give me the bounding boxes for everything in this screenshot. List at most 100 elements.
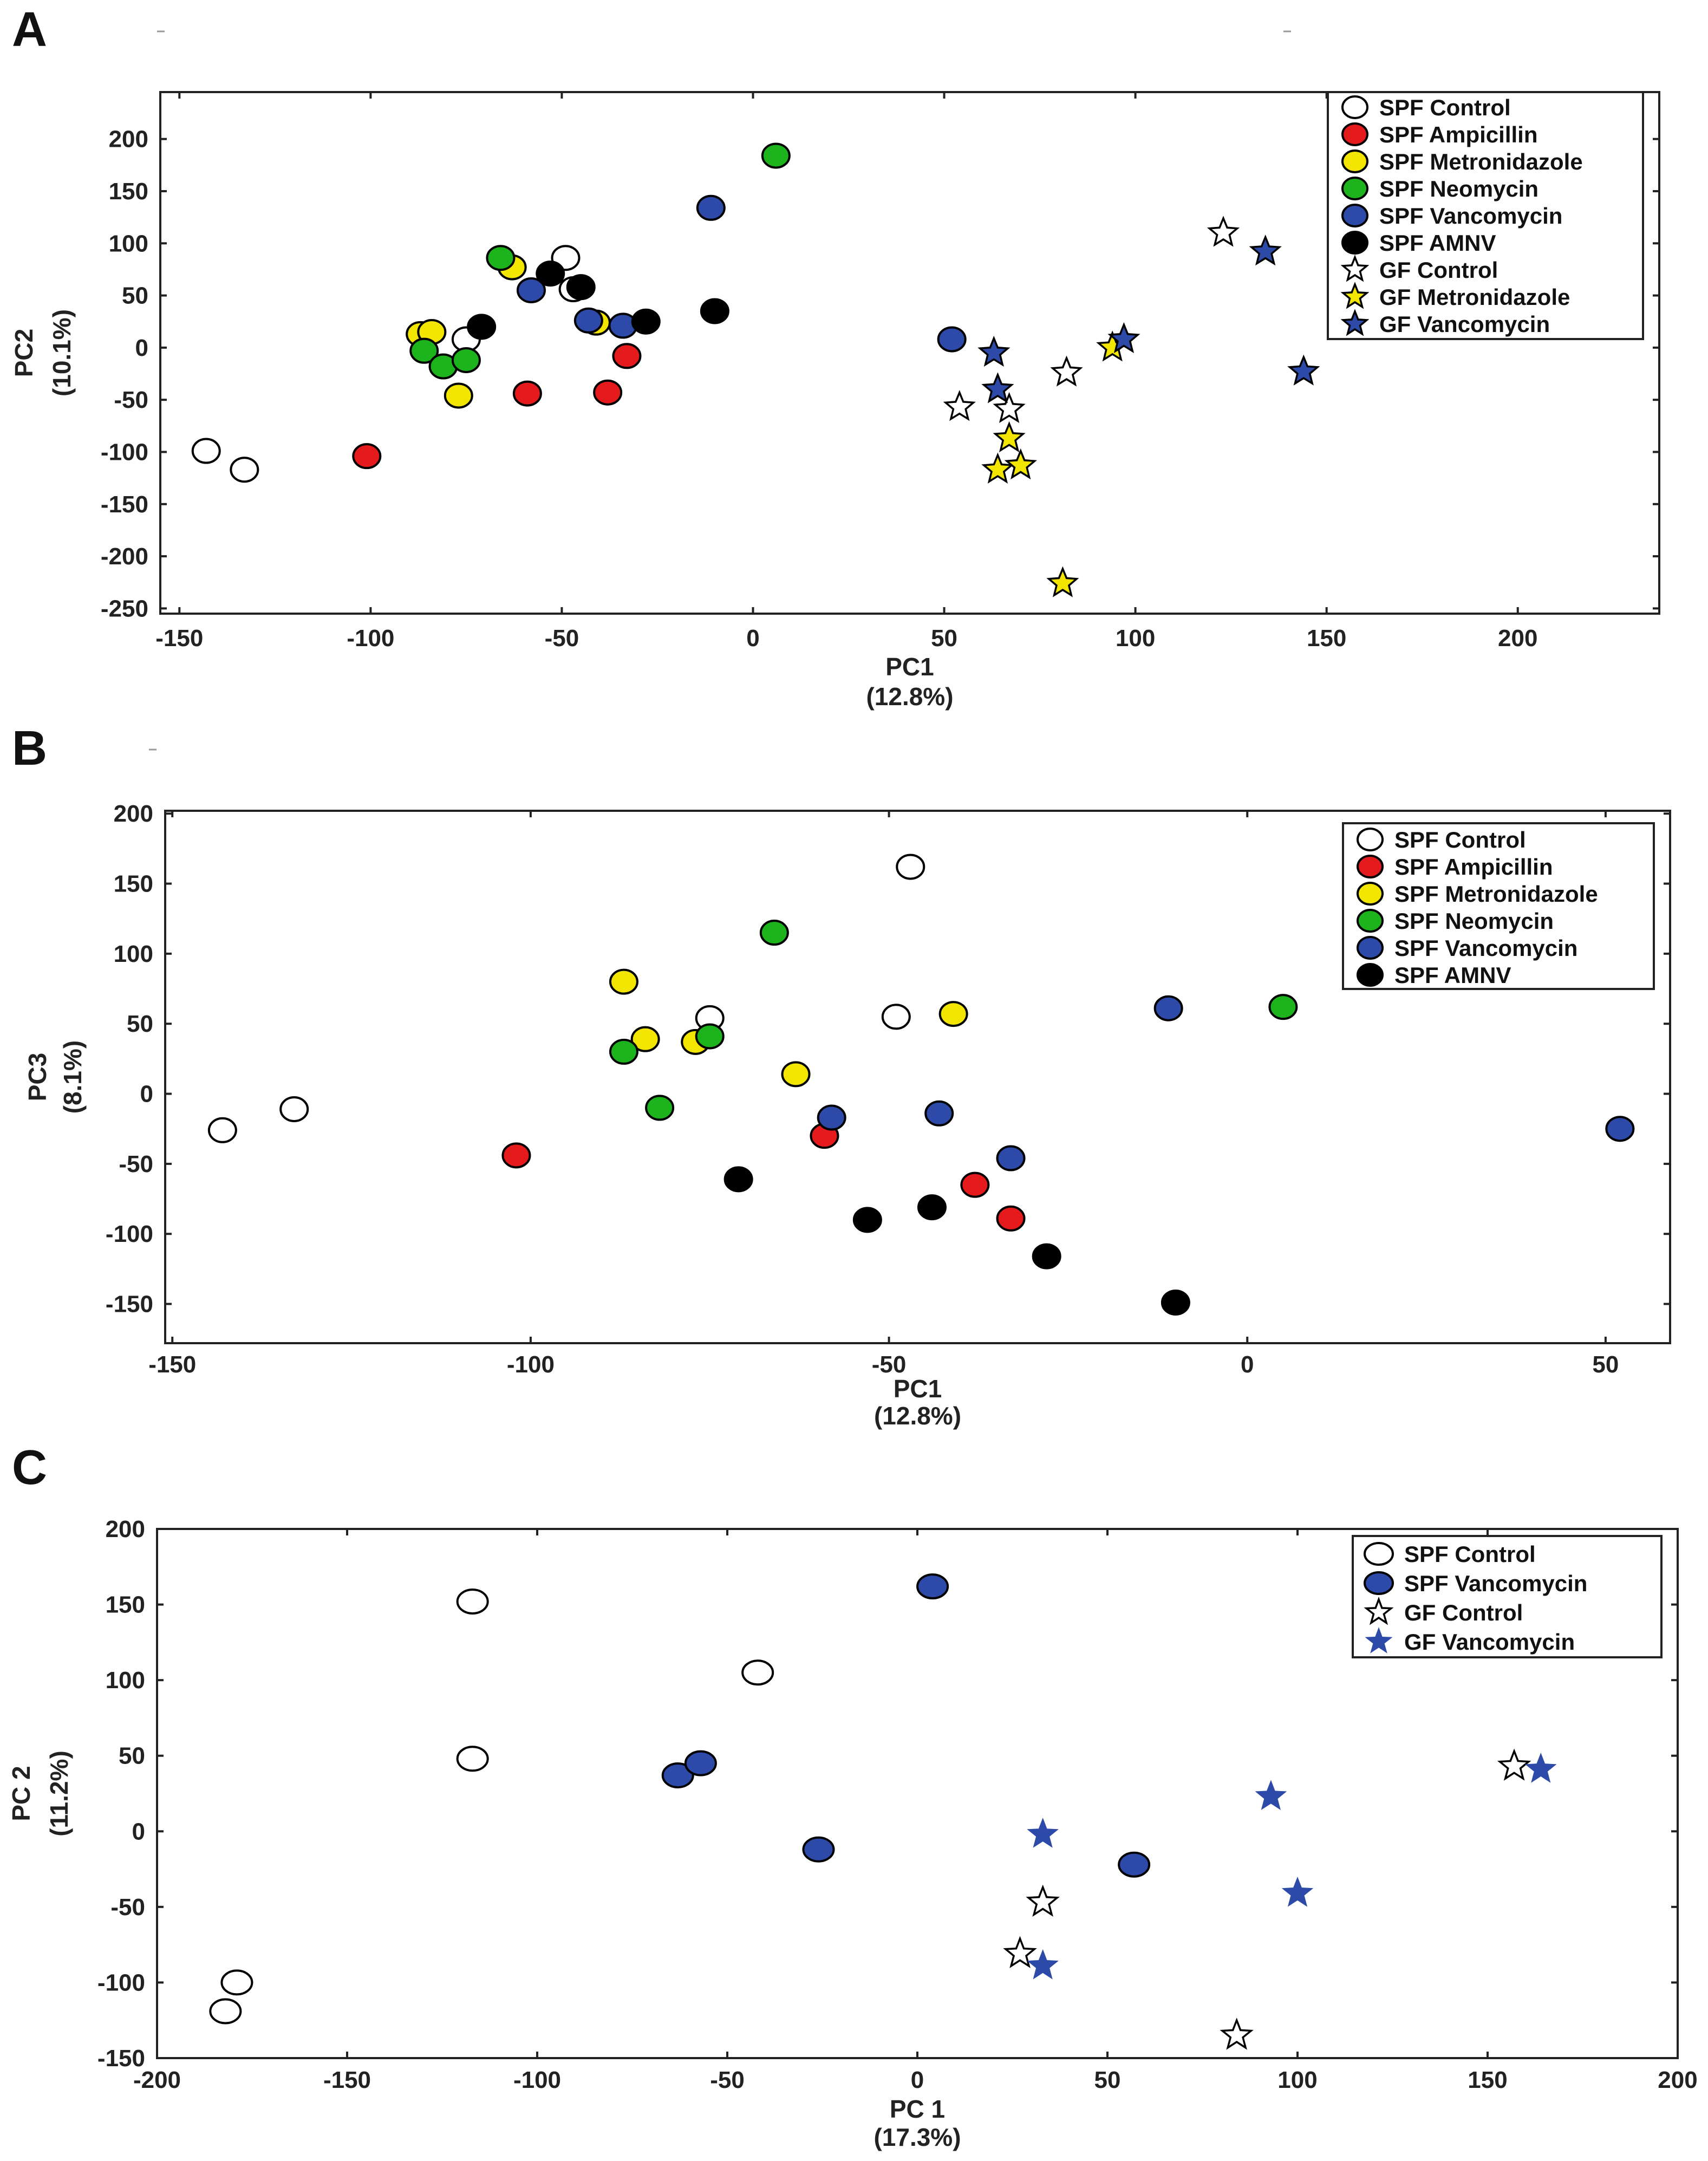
- data-point-spf-control: [456, 1746, 489, 1772]
- data-point-gf-control: [1497, 1748, 1531, 1781]
- series-spf-vancomycin: [516, 194, 967, 353]
- legend-marker-gf-control: [1340, 255, 1370, 282]
- y-axis-label: PC 2: [7, 1766, 35, 1821]
- data-point-spf-neomycin: [1268, 994, 1298, 1020]
- legend-label-spf-metronidazole: SPF Metronidazole: [1379, 149, 1583, 174]
- data-point-gf-control: [1207, 216, 1240, 247]
- data-point-spf-control: [279, 1096, 309, 1122]
- data-point-gf-control: [1050, 355, 1083, 387]
- legend-label-spf-amnv: SPF AMNV: [1394, 962, 1511, 988]
- data-point-spf-ampicillin: [593, 379, 623, 406]
- legend-label-spf-vancomycin: SPF Vancomycin: [1394, 935, 1577, 961]
- data-point-spf-vancomycin: [1605, 1116, 1635, 1142]
- data-point-spf-control: [209, 1998, 242, 2025]
- data-point-spf-control: [230, 457, 259, 483]
- data-point-spf-control: [881, 1004, 911, 1030]
- data-point-gf-vancomycin: [1281, 1876, 1314, 1907]
- data-point-gf-vancomycin: [977, 335, 1011, 367]
- data-point-spf-vancomycin: [1118, 1851, 1151, 1878]
- data-point-spf-metronidazole: [781, 1061, 811, 1088]
- data-point-gf-vancomycin: [1255, 1780, 1287, 1810]
- series-spf-neomycin: [609, 920, 1298, 1121]
- data-point-spf-vancomycin: [684, 1750, 717, 1776]
- panel-letter: A: [12, 3, 47, 57]
- y-tick-label: 200: [109, 126, 148, 153]
- data-point-gf-control: [943, 390, 976, 421]
- data-point-spf-control: [220, 1969, 253, 1996]
- series-spf-vancomycin: [661, 1573, 1151, 1878]
- series-spf-neomycin: [409, 142, 791, 380]
- legend-label-spf-vancomycin: SPF Vancomycin: [1404, 1571, 1587, 1596]
- y-tick-label: 100: [106, 1667, 145, 1694]
- data-point-spf-vancomycin: [817, 1104, 846, 1131]
- data-point-spf-vancomycin: [1153, 995, 1183, 1021]
- y-tick-label: 150: [109, 178, 148, 205]
- legend-box: [1352, 1535, 1663, 1658]
- data-point-spf-amnv: [700, 298, 729, 324]
- data-point-spf-ampicillin: [996, 1205, 1026, 1232]
- legend-marker-gf-control: [1364, 1596, 1394, 1625]
- x-tick-label: -150: [323, 2067, 371, 2093]
- legend-label-spf-control: SPF Control: [1379, 95, 1511, 120]
- legend-marker-spf-metronidazole: [1341, 149, 1368, 173]
- y-tick-label: -150: [101, 491, 148, 518]
- x-tick-label: 0: [746, 625, 759, 652]
- y-tick-label: -50: [114, 387, 148, 413]
- series-spf-control: [207, 854, 925, 1143]
- data-point-spf-neomycin: [759, 920, 789, 946]
- data-point-spf-vancomycin: [696, 194, 726, 221]
- y-axis-variance: (8.1%): [58, 1040, 87, 1114]
- y-tick-label: -150: [106, 1291, 153, 1318]
- series-spf-metronidazole: [609, 968, 968, 1088]
- series-spf-ampicillin: [501, 1123, 1026, 1232]
- data-point-spf-neomycin: [645, 1095, 675, 1121]
- legend-marker-spf-ampicillin: [1341, 122, 1368, 146]
- data-point-spf-neomycin: [695, 1023, 725, 1050]
- data-point-spf-neomycin: [409, 337, 439, 364]
- legend-marker-gf-metronidazole: [1340, 282, 1370, 309]
- legend-label-gf-control: GF Control: [1404, 1600, 1523, 1625]
- x-tick-label: -200: [133, 2067, 181, 2093]
- x-tick-label: -50: [545, 625, 579, 652]
- panel-c: C-200 -150 -100 -50 0 50 100 150 200200150100500…: [7, 1441, 1698, 2151]
- data-point-gf-vancomycin: [981, 372, 1014, 403]
- y-tick-label: 150: [106, 1592, 145, 1618]
- legend-label-spf-control: SPF Control: [1404, 1541, 1536, 1567]
- data-point-spf-control: [207, 1117, 237, 1143]
- legend-marker-gf-vancomycin: [1365, 1627, 1393, 1654]
- data-point-spf-control: [191, 438, 221, 464]
- data-point-gf-control: [1003, 1936, 1037, 1968]
- y-tick-label: 50: [119, 1743, 145, 1769]
- data-point-spf-amnv: [1032, 1243, 1061, 1270]
- data-point-spf-amnv: [1161, 1289, 1190, 1316]
- legend-marker-spf-neomycin: [1357, 909, 1384, 933]
- data-point-gf-control: [993, 392, 1026, 424]
- legend-label-spf-neomycin: SPF Neomycin: [1394, 908, 1554, 934]
- y-axis-variance: (11.2%): [45, 1750, 73, 1837]
- data-point-gf-control: [1220, 2017, 1254, 2050]
- data-point-gf-vancomycin: [1525, 1753, 1557, 1783]
- panel-b: B -150 -100 -50 0 50 200 150 100 50 0 -50 -100 -150 PC…: [12, 721, 1671, 1430]
- legend-marker-spf-ampicillin: [1357, 855, 1384, 878]
- data-point-spf-amnv: [631, 308, 661, 335]
- plot-frame: [164, 810, 1671, 1344]
- data-point-spf-metronidazole: [444, 382, 473, 409]
- legend-marker-spf-vancomycin: [1364, 1571, 1394, 1595]
- series-spf-amnv: [723, 1166, 1190, 1316]
- data-point-spf-vancomycin: [996, 1145, 1026, 1171]
- x-axis-variance: (12.8%): [874, 1402, 961, 1430]
- legend-label-spf-metronidazole: SPF Metronidazole: [1394, 881, 1598, 907]
- data-point-spf-vancomycin: [937, 326, 967, 353]
- x-tick-label: 50: [1094, 2067, 1121, 2093]
- data-point-spf-amnv: [566, 274, 596, 301]
- y-tick-label: 50: [122, 283, 148, 309]
- x-tick-label: 200: [1658, 2067, 1697, 2093]
- y-axis-label: PC3: [23, 1053, 51, 1101]
- data-point-gf-metronidazole: [1004, 448, 1037, 480]
- x-tick-label: 0: [1241, 1351, 1254, 1378]
- legend-label-spf-control: SPF Control: [1394, 827, 1526, 852]
- data-point-spf-control: [741, 1659, 774, 1686]
